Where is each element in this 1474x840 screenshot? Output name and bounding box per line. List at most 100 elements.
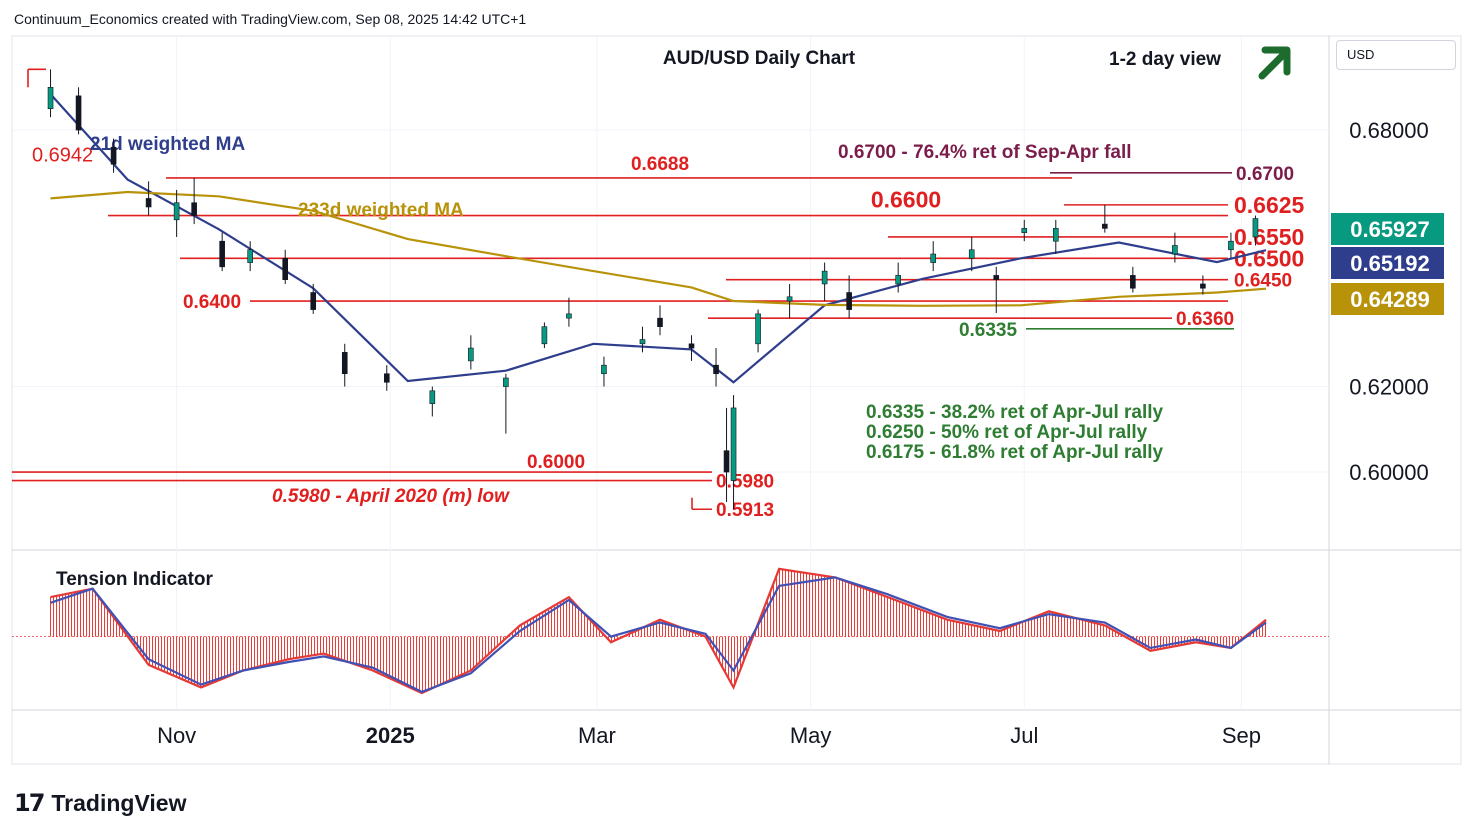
- candle: [1252, 215, 1259, 246]
- level-label-0.6400: 0.6400: [183, 292, 241, 313]
- arrow-shaft: [1258, 48, 1290, 80]
- candle-body: [601, 364, 607, 375]
- candle-body: [723, 450, 730, 473]
- tension-line-1: [50, 576, 1267, 694]
- candle: [968, 236, 975, 272]
- candle-body: [1172, 245, 1178, 255]
- last-value-label: 0.65927: [1350, 217, 1430, 242]
- candle-body: [75, 95, 82, 131]
- candle: [1228, 232, 1234, 259]
- candle: [639, 326, 646, 353]
- candle-body: [895, 275, 901, 285]
- level-label-0.5913: 0.5913: [716, 500, 774, 521]
- chart-frame: [11, 35, 1462, 765]
- candle: [219, 232, 225, 272]
- candle: [566, 297, 572, 327]
- candle-body: [730, 407, 737, 481]
- level-label-0.6625: 0.6625: [1234, 192, 1305, 218]
- candle-body: [1130, 275, 1136, 289]
- candle-body: [657, 317, 663, 327]
- candle-body: [173, 202, 180, 221]
- tradingview-logo[interactable]: 17 TradingView: [14, 788, 186, 818]
- level-label-0.6360: 0.6360: [1176, 309, 1234, 330]
- tradingview-logo-mark: 17: [14, 789, 45, 817]
- x-tick-label: 2025: [366, 723, 415, 748]
- candle-body: [341, 352, 348, 375]
- level-label-0.6942: 0.6942: [32, 144, 93, 166]
- candle-body: [310, 292, 317, 310]
- candle-body: [541, 326, 548, 345]
- annotation-0: 21d weighted MA: [90, 134, 245, 155]
- last-value-label: 0.65192: [1350, 251, 1430, 276]
- candle: [723, 407, 730, 502]
- y-tick-label: 0.68000: [1349, 118, 1429, 143]
- level-label-0.6335: 0.6335: [959, 320, 1018, 341]
- annotation-6: 0.5980 - April 2020 (m) low: [272, 486, 510, 507]
- candle: [730, 395, 737, 510]
- candle: [541, 322, 548, 349]
- candle: [429, 386, 436, 417]
- level-label-0.6000: 0.6000: [527, 452, 585, 473]
- annotation-5: 0.6175 - 61.8% ret of Apr-Jul rally: [866, 442, 1164, 463]
- candle: [688, 335, 695, 361]
- candle-body: [1228, 240, 1234, 251]
- candle-body: [1052, 228, 1059, 242]
- candle: [786, 283, 793, 319]
- candle-body: [639, 339, 646, 345]
- candle: [821, 262, 828, 302]
- candle: [1052, 219, 1059, 255]
- annotation-4: 0.6250 - 50% ret of Apr-Jul rally: [866, 422, 1148, 443]
- candle: [282, 249, 289, 284]
- candle: [191, 177, 197, 225]
- candle: [1130, 266, 1136, 293]
- arrow-up-right-icon: [1258, 46, 1291, 80]
- candle: [341, 343, 348, 387]
- candle: [713, 348, 719, 387]
- level-label-0.6688: 0.6688: [631, 154, 689, 175]
- candle-body: [968, 249, 975, 259]
- candle: [503, 373, 509, 434]
- candle: [601, 356, 607, 387]
- candle-body: [383, 373, 390, 383]
- candle-body: [566, 313, 572, 319]
- candle: [1102, 204, 1108, 233]
- candle-body: [468, 347, 474, 362]
- x-tick-label: Sep: [1222, 723, 1261, 748]
- y-tick-label: 0.62000: [1349, 375, 1429, 400]
- candle: [755, 309, 761, 353]
- annotation-2: 0.6700 - 76.4% ret of Sep-Apr fall: [838, 142, 1132, 163]
- candle-body: [191, 202, 197, 216]
- last-value-badge: [1331, 213, 1444, 245]
- candle-body: [47, 87, 54, 109]
- last-value-badge: [1331, 283, 1444, 315]
- candle-body: [1021, 228, 1028, 233]
- candle: [310, 283, 317, 314]
- arrow-head: [1261, 46, 1291, 76]
- x-tick-label: Jul: [1010, 723, 1038, 748]
- candle: [930, 241, 936, 272]
- chart-title: AUD/USD Daily Chart: [663, 48, 856, 69]
- candle: [657, 305, 663, 336]
- candle: [110, 138, 117, 173]
- candle: [1200, 275, 1206, 295]
- level-label-0.5980: 0.5980: [716, 472, 774, 493]
- last-value-label: 0.64289: [1350, 287, 1430, 312]
- currency-selector[interactable]: USD: [1336, 40, 1456, 70]
- candle-body: [1252, 218, 1259, 238]
- candle: [993, 266, 1000, 314]
- annotation-3: 0.6335 - 38.2% ret of Apr-Jul rally: [866, 402, 1164, 423]
- x-tick-label: Mar: [578, 723, 616, 748]
- candle: [247, 241, 253, 272]
- candle-body: [503, 377, 509, 387]
- chart-attribution: Continuum_Economics created with Trading…: [14, 11, 527, 27]
- candle-body: [145, 198, 152, 208]
- candle-body: [219, 240, 225, 268]
- level-label-0.6450: 0.6450: [1234, 271, 1292, 292]
- candle-body: [821, 270, 828, 285]
- candle-body: [1102, 223, 1108, 229]
- x-tick-label: Nov: [157, 723, 196, 748]
- chart-subtitle: 1-2 day view: [1109, 49, 1221, 70]
- candle-body: [786, 296, 793, 302]
- candle: [75, 87, 82, 135]
